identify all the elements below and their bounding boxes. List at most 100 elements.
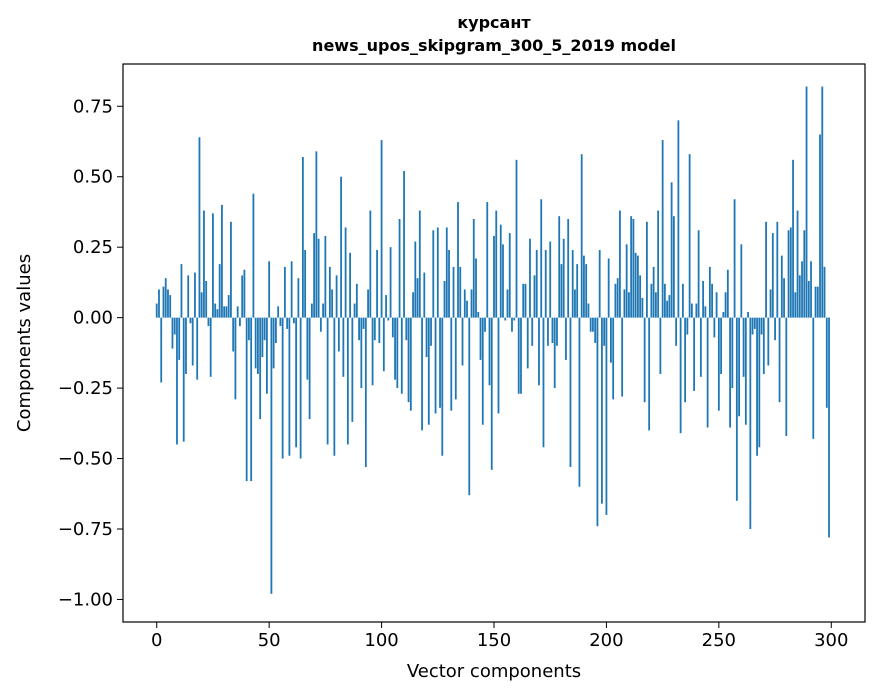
bar <box>257 317 259 374</box>
bar <box>268 261 271 318</box>
bar <box>749 317 752 529</box>
bar <box>778 317 781 403</box>
x-tick-label: 300 <box>814 630 848 651</box>
x-tick-label: 100 <box>364 630 398 651</box>
bar <box>239 317 241 327</box>
bar <box>787 230 790 318</box>
bar <box>162 286 165 318</box>
bar <box>331 289 334 318</box>
bar <box>245 317 248 482</box>
bar <box>382 317 385 372</box>
bar <box>380 140 383 318</box>
y-tick-label: −0.25 <box>58 378 113 399</box>
bar <box>275 317 277 343</box>
bar <box>292 317 295 324</box>
bar <box>214 303 217 318</box>
bar <box>580 154 583 318</box>
bar <box>639 275 642 318</box>
bar <box>713 317 716 338</box>
y-tick-label: 0.25 <box>73 237 113 258</box>
bar <box>194 272 196 318</box>
bar <box>511 317 513 332</box>
bar <box>549 241 552 318</box>
bar <box>533 275 536 318</box>
bar <box>783 278 785 318</box>
bar <box>252 193 255 318</box>
bar <box>405 317 408 341</box>
bar <box>812 317 815 439</box>
bar <box>601 317 603 504</box>
bar <box>771 233 774 318</box>
bar <box>715 292 718 318</box>
bar <box>418 210 421 318</box>
bar <box>173 317 176 335</box>
bar <box>468 317 471 496</box>
bar <box>241 275 244 318</box>
bar <box>504 317 507 321</box>
bar <box>747 312 749 318</box>
bar <box>726 269 729 318</box>
bar <box>614 283 617 318</box>
bar <box>443 281 446 318</box>
bar <box>722 312 725 318</box>
bar <box>654 292 657 318</box>
bar <box>407 317 410 403</box>
bar <box>675 317 678 346</box>
bar <box>421 317 423 431</box>
bar <box>659 317 662 374</box>
bar <box>587 303 590 318</box>
y-axis-ticks: 0.75 0.50 0.25 0.00 −0.25 −0.50 −0.75 −1.00 <box>58 96 123 610</box>
bar <box>254 317 257 369</box>
bar <box>708 266 711 318</box>
bar <box>263 317 266 341</box>
bar <box>203 210 205 318</box>
bar <box>794 292 797 318</box>
bar <box>643 317 646 403</box>
bar <box>389 247 392 318</box>
bar <box>328 266 331 318</box>
bar <box>785 317 788 436</box>
bar <box>499 224 502 318</box>
bar <box>189 317 192 324</box>
bar <box>666 300 669 318</box>
bar <box>502 244 504 318</box>
bar <box>520 317 522 394</box>
bar <box>619 210 621 318</box>
bar <box>227 295 230 318</box>
bar <box>630 216 633 318</box>
bar <box>742 317 745 377</box>
bars-group <box>155 86 830 594</box>
bar <box>481 317 484 425</box>
bar <box>828 317 830 538</box>
bar <box>344 227 347 318</box>
bar <box>324 235 327 318</box>
bar <box>346 317 349 445</box>
bar <box>232 317 235 352</box>
bar <box>569 317 572 467</box>
bar <box>158 289 160 318</box>
bar <box>304 250 307 318</box>
bar <box>317 238 320 318</box>
bar <box>378 317 381 343</box>
bar <box>427 317 430 425</box>
bar <box>690 303 693 318</box>
bar <box>605 317 608 515</box>
bar <box>596 317 599 527</box>
bar <box>155 303 158 318</box>
bar <box>205 281 208 318</box>
bar <box>798 275 801 318</box>
bar <box>373 317 376 341</box>
bar <box>326 317 329 445</box>
bar <box>360 317 363 389</box>
bar <box>290 261 293 318</box>
bar <box>277 306 280 318</box>
bar <box>823 266 826 318</box>
bar <box>475 258 477 318</box>
bar <box>308 317 311 420</box>
y-tick-label: −0.50 <box>58 449 113 470</box>
bar <box>612 317 615 400</box>
bar <box>223 306 226 318</box>
bar <box>814 286 817 318</box>
bar <box>470 289 473 318</box>
bar <box>551 317 554 343</box>
